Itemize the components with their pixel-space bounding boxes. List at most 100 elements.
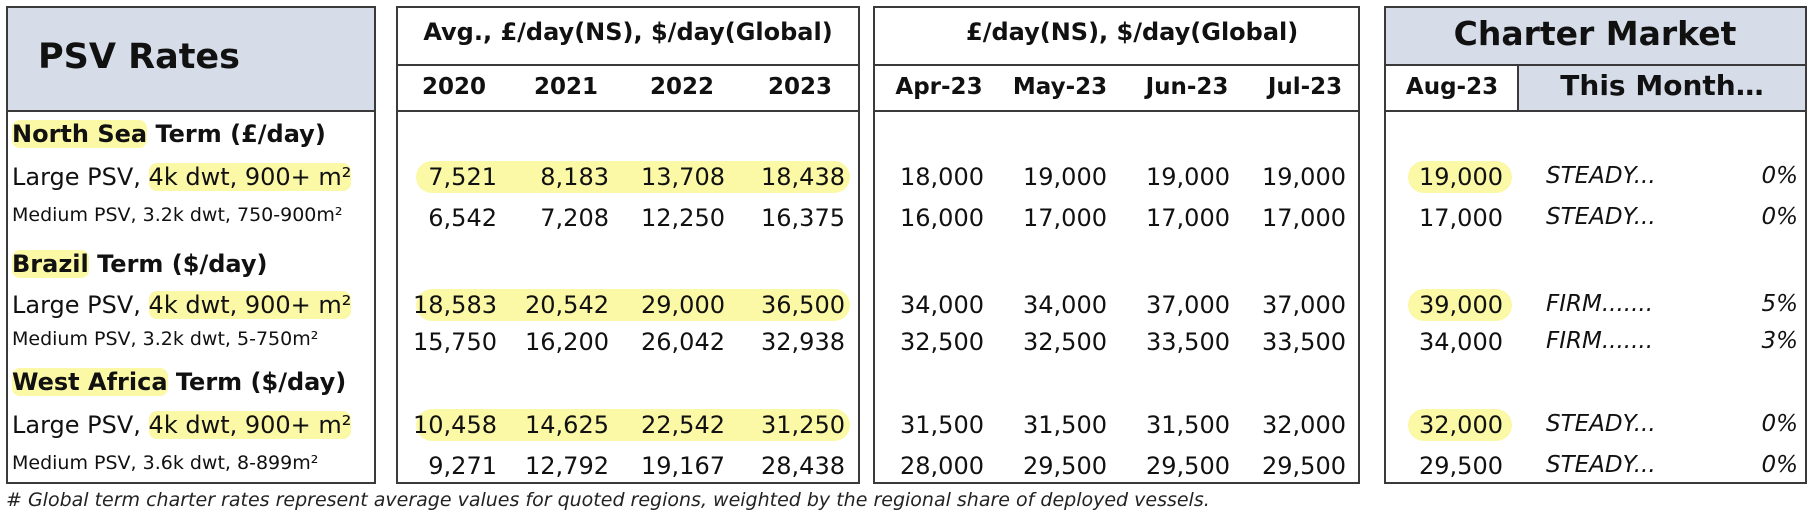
monthly-value: 17,000 (1146, 204, 1230, 232)
change: 0% (1761, 163, 1799, 189)
market-bg (1384, 6, 1807, 66)
monthly-value: 32,500 (900, 328, 984, 356)
section-header: North Sea Term (£/day) (12, 120, 326, 148)
average-value: 12,250 (641, 204, 725, 232)
row-label: Medium PSV, 3.2k dwt, 5-750m² (12, 330, 318, 349)
row-label: Medium PSV, 3.2k dwt, 750-900m² (12, 206, 343, 225)
change: 0% (1761, 452, 1799, 478)
average-value: 31,250 (761, 411, 845, 439)
unit: Term (£/day) (155, 120, 326, 148)
region: Brazil (12, 250, 89, 278)
section-header: Brazil Term ($/day) (12, 250, 268, 278)
highlight (1408, 161, 1512, 193)
monthly-value: 17,000 (1023, 204, 1107, 232)
year-header: 2023 (767, 74, 832, 100)
average-value: 20,542 (525, 291, 609, 319)
current-value: 32,000 (1419, 411, 1503, 439)
monthly-value: 29,500 (1023, 452, 1107, 480)
average-value: 15,750 (413, 328, 497, 356)
avg-header (396, 64, 860, 112)
vessel: Medium PSV, 3.6k dwt, 8-899m² (12, 452, 319, 474)
vessel: Large PSV, (12, 411, 141, 439)
month-header: Jun-23 (1145, 74, 1229, 100)
trend: FIRM....... (1546, 291, 1654, 317)
spec: 4k dwt, 900+ m² (148, 163, 352, 191)
avg-title: Avg., £/day(NS), $/day(Global) (423, 18, 833, 46)
average-value: 10,458 (413, 411, 497, 439)
label-panel (6, 110, 376, 484)
average-value: 18,583 (413, 291, 497, 319)
current-value: 19,000 (1419, 163, 1503, 191)
unit: Term ($/day) (97, 250, 268, 278)
monthly-value: 31,500 (1023, 411, 1107, 439)
vessel: Medium PSV, 3.2k dwt, 5-750m² (12, 328, 319, 350)
spec: 4k dwt, 900+ m² (148, 411, 352, 439)
month-header: Jul-23 (1267, 74, 1343, 100)
trend: STEADY... (1546, 204, 1656, 230)
year-header: 2020 (421, 74, 486, 100)
row-label: Large PSV, 4k dwt, 900+ m² (12, 163, 352, 191)
monthly-value: 16,000 (900, 204, 984, 232)
title: PSV Rates (38, 37, 241, 77)
monthly-value: 33,500 (1146, 328, 1230, 356)
average-value: 9,271 (428, 452, 497, 480)
row-label: Medium PSV, 3.6k dwt, 8-899m² (12, 454, 318, 473)
average-value: 19,167 (641, 452, 725, 480)
average-value: 36,500 (761, 291, 845, 319)
trend: STEADY... (1546, 163, 1656, 189)
vessel: Medium PSV, 3.2k dwt, 750-900m² (12, 204, 343, 226)
change: 0% (1761, 204, 1799, 230)
average-value: 7,521 (428, 163, 497, 191)
monthly-panel (873, 6, 1360, 484)
highlight (416, 289, 850, 321)
monthly-value: 19,000 (1023, 163, 1107, 191)
average-value: 28,438 (761, 452, 845, 480)
average-value: 29,000 (641, 291, 725, 319)
monthly-value: 31,500 (1146, 411, 1230, 439)
section-header: West Africa Term ($/day) (12, 368, 346, 396)
highlight (416, 161, 850, 193)
monthly-header (873, 64, 1360, 112)
trend: STEADY... (1546, 411, 1656, 437)
average-value: 32,938 (761, 328, 845, 356)
month-header: May-23 (1012, 74, 1108, 100)
trend: STEADY... (1546, 452, 1656, 478)
average-value: 14,625 (525, 411, 609, 439)
highlight (1408, 409, 1512, 441)
month-header: Apr-23 (895, 74, 983, 100)
change: 5% (1761, 291, 1799, 317)
monthly-value: 32,000 (1262, 411, 1346, 439)
average-value: 16,375 (761, 204, 845, 232)
trend: FIRM....... (1546, 328, 1654, 354)
monthly-value: 31,500 (900, 411, 984, 439)
market-title: Charter Market (1453, 14, 1737, 53)
month-bg (1517, 66, 1807, 112)
current-value: 39,000 (1419, 291, 1503, 319)
average-value: 26,042 (641, 328, 725, 356)
market-panel (1384, 6, 1807, 484)
monthly-value: 19,000 (1262, 163, 1346, 191)
monthly-value: 19,000 (1146, 163, 1230, 191)
row-label: Large PSV, 4k dwt, 900+ m² (12, 291, 352, 319)
change: 3% (1761, 328, 1799, 354)
change: 0% (1761, 411, 1799, 437)
region: North Sea (12, 120, 148, 148)
average-value: 22,542 (641, 411, 725, 439)
monthly-value: 37,000 (1146, 291, 1230, 319)
title-bg (6, 6, 376, 112)
current-value: 17,000 (1419, 204, 1503, 232)
monthly-value: 34,000 (900, 291, 984, 319)
average-value: 18,438 (761, 163, 845, 191)
monthly-value: 37,000 (1262, 291, 1346, 319)
monthly-value: 28,000 (900, 452, 984, 480)
highlight (416, 409, 850, 441)
year-header: 2021 (533, 74, 598, 100)
average-value: 13,708 (641, 163, 725, 191)
avg-panel (396, 6, 860, 484)
highlight (1408, 289, 1512, 321)
vessel: Large PSV, (12, 291, 141, 319)
row-label: Large PSV, 4k dwt, 900+ m² (12, 411, 352, 439)
footnote: # Global term charter rates represent av… (6, 489, 1210, 511)
monthly-value: 33,500 (1262, 328, 1346, 356)
